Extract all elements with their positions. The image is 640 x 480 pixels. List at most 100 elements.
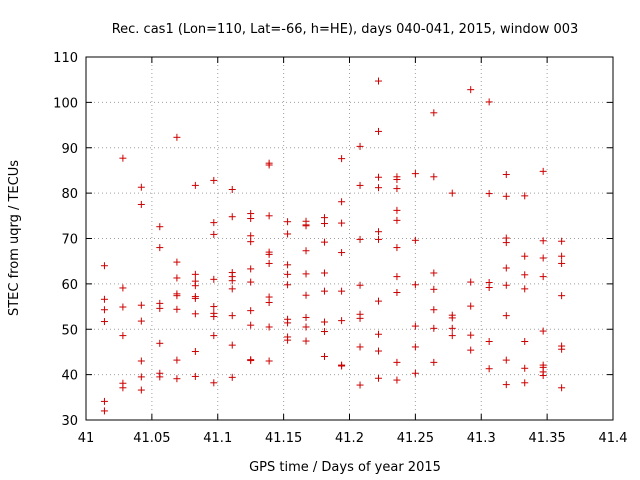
data-point (411, 236, 419, 244)
data-point (356, 314, 364, 322)
data-point (265, 212, 273, 220)
data-point (173, 133, 181, 141)
data-point (137, 317, 145, 325)
data-point (156, 339, 164, 347)
data-point (448, 314, 456, 322)
data-point (393, 358, 401, 366)
data-point (430, 324, 438, 332)
data-point (393, 244, 401, 252)
data-point (173, 258, 181, 266)
data-point (502, 381, 510, 389)
data-point (302, 222, 310, 230)
data-point (284, 270, 292, 278)
data-point (411, 343, 419, 351)
data-point (430, 173, 438, 181)
data-point (521, 285, 529, 293)
data-point (137, 386, 145, 394)
y-tick-label: 80 (61, 187, 78, 202)
data-point (284, 218, 292, 226)
data-point (338, 198, 346, 206)
data-point (320, 269, 328, 277)
data-point (521, 192, 529, 200)
data-point (411, 281, 419, 289)
data-point (374, 173, 382, 181)
data-point (247, 232, 255, 240)
data-point (210, 379, 218, 387)
data-point (558, 292, 566, 300)
data-point (393, 216, 401, 224)
data-point (502, 171, 510, 179)
data-point (356, 142, 364, 150)
data-point (502, 192, 510, 200)
data-point (485, 190, 493, 198)
data-point (156, 223, 164, 231)
data-point (393, 273, 401, 281)
data-point (467, 278, 475, 286)
data-point (393, 206, 401, 214)
data-point (338, 362, 346, 370)
x-tick-label: 41.2 (335, 431, 364, 446)
data-point (356, 235, 364, 243)
data-point (320, 318, 328, 326)
data-point (191, 270, 199, 278)
data-point (374, 330, 382, 338)
data-point (539, 167, 547, 175)
data-point (302, 323, 310, 331)
data-point (137, 301, 145, 309)
data-point (393, 176, 401, 184)
data-point (338, 317, 346, 325)
x-tick-label: 41.25 (397, 431, 434, 446)
data-point (521, 379, 529, 387)
data-point (302, 313, 310, 321)
data-point (173, 356, 181, 364)
x-tick-label: 41.05 (133, 431, 170, 446)
data-point (448, 324, 456, 332)
data-point (485, 365, 493, 373)
data-point (100, 306, 108, 314)
y-tick-label: 110 (53, 51, 78, 66)
data-point (448, 332, 456, 340)
data-point (247, 265, 255, 273)
data-point (356, 281, 364, 289)
data-point (173, 375, 181, 383)
data-point (558, 384, 566, 392)
data-point (119, 284, 127, 292)
y-tick-label: 60 (61, 278, 78, 293)
data-point (228, 341, 236, 349)
data-point (210, 176, 218, 184)
data-point (119, 384, 127, 392)
data-point (485, 284, 493, 292)
data-point (485, 338, 493, 346)
data-point (284, 281, 292, 289)
data-point (467, 346, 475, 354)
x-axis-label: GPS time / Days of year 2015 (249, 460, 441, 475)
data-point (320, 238, 328, 246)
data-point (448, 189, 456, 197)
data-point (430, 285, 438, 293)
data-point (302, 270, 310, 278)
data-point (191, 347, 199, 355)
data-point (374, 184, 382, 192)
data-point (265, 161, 273, 169)
data-point (485, 98, 493, 106)
data-point (191, 294, 199, 302)
data-point (338, 219, 346, 227)
data-point (100, 318, 108, 326)
data-point (539, 372, 547, 380)
data-point (502, 239, 510, 247)
data-point (558, 345, 566, 353)
data-point (320, 214, 328, 222)
data-point (502, 312, 510, 320)
data-point (374, 228, 382, 236)
data-point (156, 244, 164, 252)
data-point (247, 357, 255, 365)
data-point (284, 336, 292, 344)
data-point (265, 323, 273, 331)
data-point (100, 262, 108, 270)
grid-lines (86, 57, 613, 420)
data-point (374, 77, 382, 85)
data-point (521, 252, 529, 260)
data-point (374, 127, 382, 135)
data-point (284, 319, 292, 327)
data-point (430, 306, 438, 314)
